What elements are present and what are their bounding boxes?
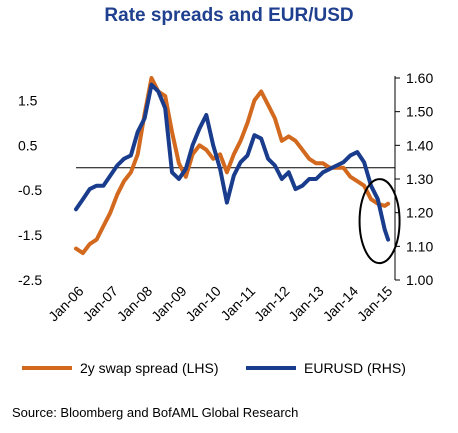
legend-label-eurusd: EURUSD (RHS) [304, 360, 406, 376]
x-tick-label: Jan-13 [285, 283, 327, 325]
series-lines [74, 76, 391, 256]
series-line-spread [74, 76, 391, 256]
left-tick-label: -1.5 [18, 227, 42, 243]
left-tick-label: -0.5 [18, 182, 42, 198]
legend: 2y swap spread (LHS) EURUSD (RHS) [0, 360, 458, 380]
left-tick-label: 0.5 [18, 137, 38, 153]
series-line-eurusd [74, 82, 391, 242]
x-tick-label: Jan-08 [114, 283, 156, 325]
right-tick-label: 1.60 [406, 70, 433, 86]
right-tick-label: 1.20 [406, 205, 433, 221]
source-note: Source: Bloomberg and BofAML Global Rese… [12, 405, 299, 420]
x-tick-label: Jan-11 [217, 283, 258, 324]
x-tick-label: Jan-15 [354, 283, 396, 325]
legend-label-spread: 2y swap spread (LHS) [80, 360, 219, 376]
x-tick-label: Jan-09 [148, 283, 190, 325]
chart-canvas: 1.5 0.5 -0.5 -1.5 -2.5 1.60 1.50 1.40 1.30 1.20 1.… [18, 70, 433, 325]
right-tick-label: 1.50 [406, 104, 433, 120]
right-tick-label: 1.00 [406, 272, 433, 288]
highlight-ellipse [358, 178, 401, 265]
right-tick-label: 1.40 [406, 137, 433, 153]
legend-item-eurusd: EURUSD (RHS) [246, 360, 406, 376]
legend-swatch-eurusd [246, 366, 296, 370]
x-tick-label: Jan-06 [45, 283, 87, 325]
right-tick-label: 1.10 [406, 238, 433, 254]
x-tick-label: Jan-10 [182, 283, 224, 325]
legend-swatch-spread [22, 366, 72, 370]
left-tick-label: -2.5 [18, 272, 42, 288]
x-tick-label: Jan-07 [79, 283, 121, 325]
legend-item-spread: 2y swap spread (LHS) [22, 360, 219, 376]
chart-title: Rate spreads and EUR/USD [104, 5, 354, 26]
annotation-layer [358, 178, 401, 265]
left-tick-label: 1.5 [18, 92, 38, 108]
right-tick-label: 1.30 [406, 171, 433, 187]
x-tick-label: Jan-12 [251, 283, 293, 325]
x-tick-label: Jan-14 [320, 283, 362, 325]
